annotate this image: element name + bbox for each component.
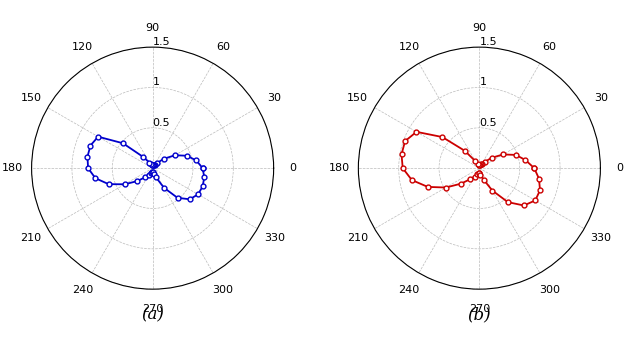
- Title: (b): (b): [468, 307, 491, 324]
- Title: (a): (a): [141, 307, 164, 324]
